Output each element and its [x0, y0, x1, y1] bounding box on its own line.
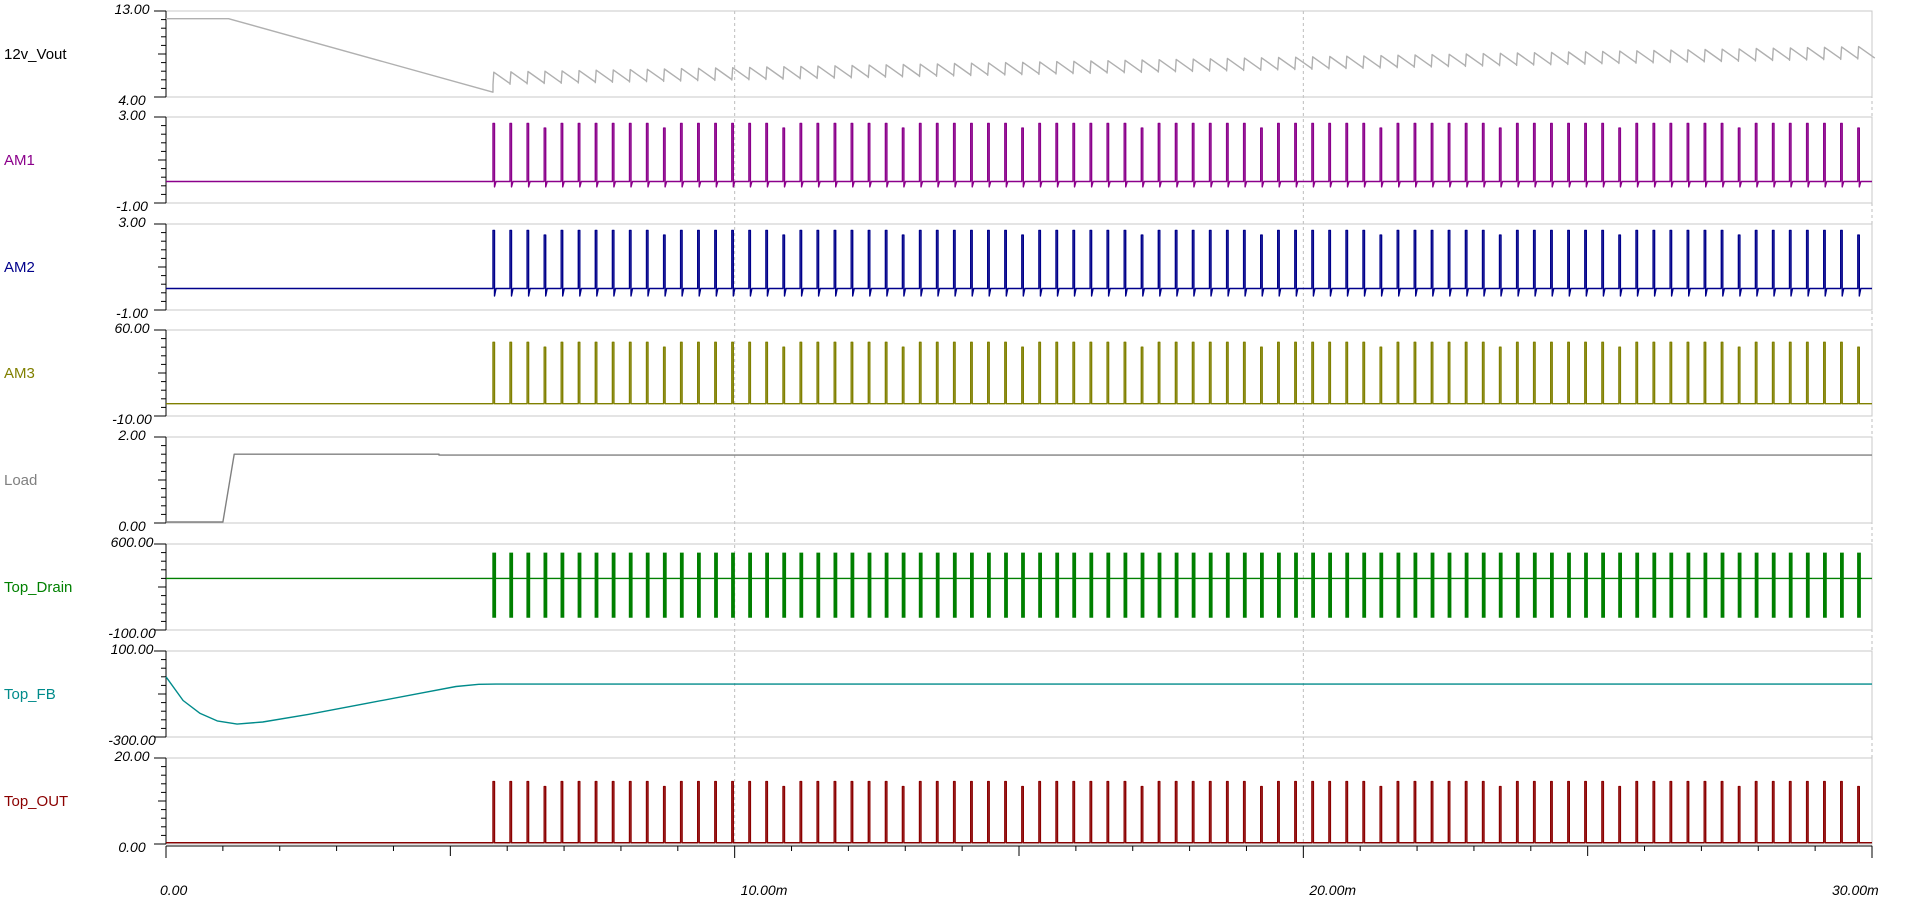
panel-top-drain: 600.00 -100.00 Top_Drain — [4, 534, 1873, 641]
grid-layer — [734, 11, 1873, 846]
y-tick-label-top: 20.00 — [113, 748, 149, 764]
y-tick-label-bottom: 0.00 — [118, 839, 145, 855]
y-tick-label-bottom: -100.00 — [108, 625, 156, 641]
panel-top-out: 20.00 0.00 Top_OUT — [4, 748, 1873, 855]
trace-am2 — [166, 229, 1872, 297]
trace-load — [166, 453, 1872, 523]
y-tick-label-top: 3.00 — [118, 107, 145, 123]
series-label: AM3 — [4, 365, 35, 382]
y-tick-label-top: 13.00 — [114, 1, 149, 17]
series-label: Load — [4, 472, 37, 489]
panel-am1: 3.00 -1.00 AM1 — [4, 107, 1873, 214]
y-tick-label-top: 60.00 — [114, 320, 149, 336]
panels-layer: 13.004.0012v_Vout3.00-1.00AM13.00-1.00AM… — [4, 1, 1876, 855]
trace-top-out — [166, 780, 1873, 844]
x-tick-label: 30.00m — [1832, 882, 1879, 898]
y-tick-label-bottom: -1.00 — [116, 305, 148, 321]
panel-load: 2.00 0.00 Load — [4, 427, 1873, 534]
y-tick-label-top: 600.00 — [111, 534, 154, 550]
y-tick-label-top: 3.00 — [118, 214, 145, 230]
y-tick-label-bottom: -10.00 — [112, 411, 152, 427]
series-label: Top_Drain — [4, 579, 72, 596]
panel-top-fb: 100.00 -300.00 Top_FB — [4, 641, 1873, 748]
y-tick-label-bottom: 0.00 — [118, 518, 145, 534]
panel-frame — [165, 757, 1873, 845]
panel-frame — [165, 10, 1873, 98]
y-tick-label-bottom: 4.00 — [118, 92, 145, 108]
y-tick-label-bottom: -1.00 — [116, 198, 148, 214]
panel-frame — [165, 116, 1873, 204]
trace-top-drain — [166, 552, 1872, 618]
panel-12v-vout: 13.00 4.00 12v_Vout — [4, 1, 1876, 108]
series-label: Top_OUT — [4, 793, 68, 810]
panel-frame — [165, 436, 1873, 524]
panel-frame — [165, 650, 1873, 738]
series-label: Top_FB — [4, 686, 56, 703]
x-axis: 0.00 10.00m 20.00m 30.00m — [160, 845, 1879, 898]
panel-frame — [165, 543, 1873, 631]
x-tick-label: 20.00m — [1308, 882, 1356, 898]
series-label: 12v_Vout — [4, 46, 67, 63]
x-tick-label: 10.00m — [741, 882, 788, 898]
x-tick-label: 0.00 — [160, 882, 187, 898]
panel-am2: 3.00 -1.00 AM2 — [4, 214, 1873, 321]
panel-frame — [165, 223, 1873, 311]
trace-top-fb — [165, 676, 1872, 725]
trace-am3 — [166, 341, 1873, 405]
series-label: AM2 — [4, 259, 35, 276]
trace-12v-vout — [166, 17, 1876, 93]
y-tick-label-bottom: -300.00 — [108, 732, 156, 748]
trace-am1 — [166, 122, 1872, 188]
series-label: AM1 — [4, 152, 35, 169]
y-tick-label-top: 100.00 — [111, 641, 154, 657]
y-tick-label-top: 2.00 — [117, 427, 145, 443]
panel-am3: 60.00 -10.00 AM3 — [4, 320, 1873, 427]
